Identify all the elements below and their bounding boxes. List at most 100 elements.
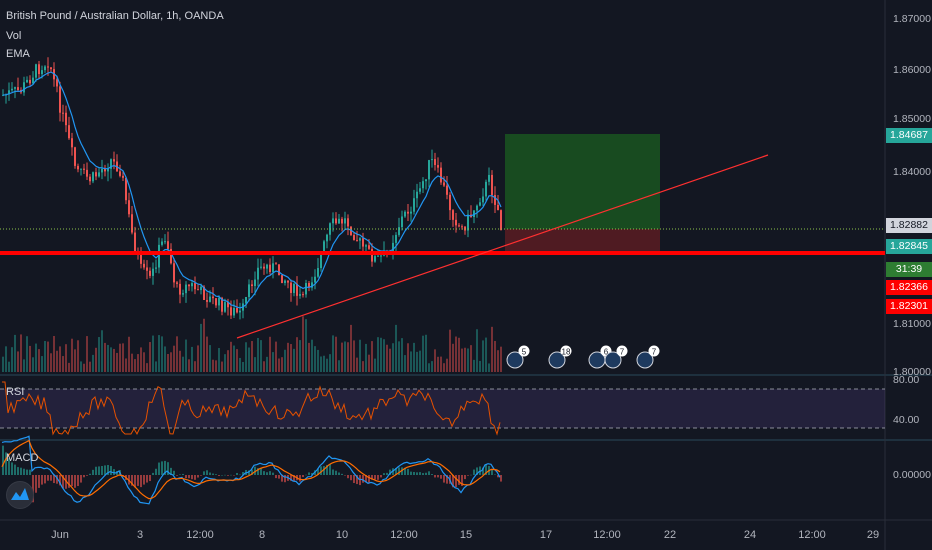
candle-body xyxy=(110,159,112,169)
candle-body xyxy=(122,175,124,178)
candle-body xyxy=(167,241,169,249)
volume-bar xyxy=(257,337,259,372)
trend-line[interactable] xyxy=(236,154,769,339)
candle-body xyxy=(236,308,238,313)
candle-body xyxy=(62,112,64,114)
macd-histogram-bar xyxy=(41,475,43,485)
macd-histogram-bar xyxy=(59,475,61,486)
volume-bar xyxy=(464,347,466,372)
volume-bar xyxy=(86,336,88,372)
volume-bar xyxy=(194,361,196,372)
volume-bar xyxy=(215,360,217,372)
volume-bar xyxy=(329,354,331,372)
candle-body xyxy=(254,279,256,287)
macd-histogram-bar xyxy=(341,473,343,475)
symbol-title[interactable]: British Pound / Australian Dollar, 1h, O… xyxy=(6,10,224,22)
macd-histogram-bar xyxy=(269,471,271,475)
volume-bar xyxy=(269,336,271,372)
volume-bar xyxy=(401,338,403,372)
volume-bar xyxy=(386,344,388,372)
candle-body xyxy=(173,263,175,283)
indicator-vol-label[interactable]: Vol xyxy=(6,30,22,42)
volume-bar xyxy=(140,347,142,372)
macd-histogram-bar xyxy=(38,475,40,488)
volume-bar xyxy=(251,341,253,372)
macd-histogram-bar xyxy=(434,475,436,478)
event-count: 18 xyxy=(562,348,571,357)
candle-body xyxy=(296,283,298,296)
volume-bar xyxy=(365,343,367,372)
macd-histogram-bar xyxy=(473,469,475,475)
macd-histogram-bar xyxy=(308,472,310,475)
macd-histogram-bar xyxy=(455,475,457,488)
candle-body xyxy=(140,254,142,264)
candle-body xyxy=(230,307,232,316)
time-tick: 22 xyxy=(664,529,676,541)
macd-histogram-bar xyxy=(11,462,13,475)
long-position-stop-zone[interactable] xyxy=(505,229,660,254)
volume-bar xyxy=(8,361,10,372)
macd-histogram-bar xyxy=(20,467,22,475)
macd-histogram-bar xyxy=(191,475,193,480)
indicator-macd-label[interactable]: MACD xyxy=(6,452,39,464)
candle-body xyxy=(308,283,310,288)
economic-event-icon[interactable]: 5 xyxy=(506,345,530,369)
volume-bar xyxy=(455,336,457,372)
long-position-target-zone[interactable] xyxy=(505,134,660,229)
macd-histogram-bar xyxy=(257,468,259,475)
candle-body xyxy=(482,196,484,203)
candle-body xyxy=(251,284,253,287)
macd-histogram-bar xyxy=(53,475,55,484)
volume-bar xyxy=(338,360,340,372)
tradingview-logo-icon[interactable] xyxy=(6,481,34,509)
macd-histogram-bar xyxy=(215,474,217,475)
price-tag-stop: 1.82301 xyxy=(886,299,932,314)
macd-tick: 0.00000 xyxy=(893,469,931,481)
macd-histogram-bar xyxy=(8,458,10,475)
price-tag-entry: 1.82845 xyxy=(886,239,932,254)
volume-bar xyxy=(95,347,97,372)
candle-body xyxy=(107,168,109,172)
price-tick: 1.84000 xyxy=(893,166,931,178)
candle-body xyxy=(287,280,289,283)
volume-bar xyxy=(143,352,145,372)
volume-bar xyxy=(326,358,328,372)
macd-histogram-bar xyxy=(344,475,346,476)
candle-body xyxy=(191,283,193,287)
volume-bar xyxy=(314,346,316,372)
candle-body xyxy=(473,210,475,218)
price-tag-target: 1.84687 xyxy=(886,128,932,143)
volume-bar xyxy=(98,337,100,372)
economic-event-icon[interactable]: 7 xyxy=(604,345,628,369)
macd-histogram-bar xyxy=(44,475,46,484)
macd-histogram-bar xyxy=(281,475,283,482)
volume-bar xyxy=(254,357,256,372)
candle-body xyxy=(353,235,355,241)
time-tick: 24 xyxy=(744,529,756,541)
volume-bar xyxy=(284,349,286,372)
macd-histogram-bar xyxy=(161,461,163,475)
volume-bar xyxy=(341,342,343,372)
candle-body xyxy=(491,174,493,196)
macd-histogram-bar xyxy=(107,464,109,475)
macd-histogram-bar xyxy=(26,469,28,475)
economic-event-icon[interactable]: 7 xyxy=(636,345,660,369)
indicator-rsi-label[interactable]: RSI xyxy=(6,386,25,398)
candle-body xyxy=(32,77,34,84)
macd-histogram-bar xyxy=(383,473,385,475)
price-tick: 1.80000 xyxy=(893,366,931,378)
macd-histogram-bar xyxy=(110,465,112,475)
macd-histogram-bar xyxy=(203,471,205,475)
volume-bar xyxy=(188,359,190,372)
indicator-ema-label[interactable]: EMA xyxy=(6,48,30,60)
macd-histogram-bar xyxy=(305,474,307,476)
volume-bar xyxy=(17,351,19,372)
volume-bar xyxy=(353,340,355,372)
volume-bar xyxy=(440,356,442,372)
volume-bar xyxy=(119,343,121,372)
economic-event-icon[interactable]: 18 xyxy=(548,345,572,369)
macd-histogram-bar xyxy=(410,471,412,475)
macd-histogram-bar xyxy=(365,475,367,483)
candle-body xyxy=(281,275,283,283)
